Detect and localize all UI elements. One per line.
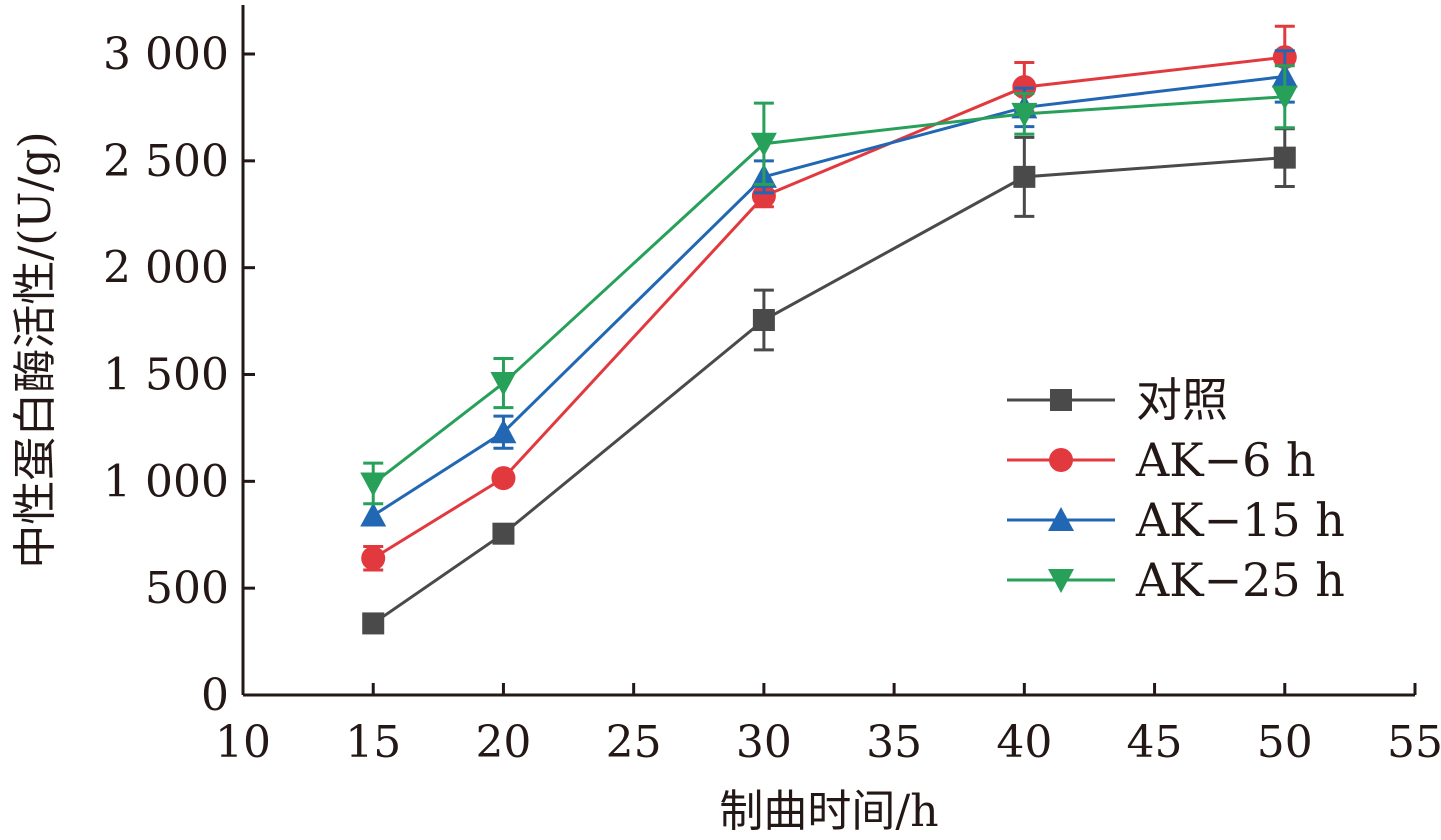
x-tick-label: 55	[1387, 717, 1441, 768]
data-point	[1013, 165, 1036, 188]
series-1	[361, 24, 1297, 572]
x-tick-label: 25	[606, 717, 662, 768]
y-axis-title: 中性蛋白酶活性/(U/g)	[10, 131, 61, 568]
data-point	[361, 546, 386, 571]
data-point	[360, 502, 387, 527]
data-point	[490, 372, 517, 397]
y-tick-label: 0	[201, 670, 229, 721]
legend-label: AK−25 h	[1135, 553, 1345, 607]
legend-marker	[1049, 448, 1073, 472]
data-point	[491, 466, 516, 491]
data-point	[492, 522, 515, 545]
axes	[241, 5, 1415, 697]
data-point	[360, 472, 387, 497]
y-tick-label: 3 000	[103, 29, 229, 80]
legend-label: AK−6 h	[1135, 433, 1316, 487]
data-point	[752, 309, 775, 332]
x-axis-title: 制曲时间/h	[719, 786, 938, 837]
legend-marker	[1048, 569, 1074, 593]
data-point	[362, 612, 385, 635]
x-tick-label: 15	[345, 717, 401, 768]
legend: 对照 AK−6 h AK−15 h AK−25 h	[1007, 373, 1345, 607]
data-point	[490, 419, 517, 444]
series-3	[360, 64, 1298, 506]
series-0	[362, 127, 1296, 635]
data-point	[750, 132, 777, 157]
y-tick-label: 500	[145, 563, 229, 614]
y-tick-label: 2 000	[103, 243, 229, 294]
x-tick-label: 30	[736, 717, 792, 768]
legend-item: AK−6 h	[1007, 433, 1316, 487]
legend-marker	[1050, 389, 1072, 411]
y-tick-label: 1 000	[103, 456, 229, 507]
x-tick-label: 50	[1257, 717, 1313, 768]
data-point	[751, 184, 776, 209]
axis-ticks: 10 15 20 25 30 35 40 45 50 55 0 500 1 000 1 500 2 000 2…	[103, 29, 1441, 768]
x-tick-label: 35	[866, 717, 922, 768]
x-tick-label: 20	[475, 717, 531, 768]
legend-item: AK−25 h	[1007, 553, 1345, 607]
data-point	[1273, 146, 1296, 169]
x-tick-label: 45	[1127, 717, 1183, 768]
data-point	[1271, 85, 1298, 110]
data-point	[1011, 102, 1038, 127]
legend-item: 对照	[1007, 373, 1228, 427]
y-tick-label: 2 500	[103, 136, 229, 187]
x-tick-label: 10	[215, 717, 271, 768]
data-series	[360, 24, 1298, 635]
legend-marker	[1048, 507, 1074, 531]
legend-item: AK−15 h	[1007, 493, 1345, 547]
legend-label: 对照	[1136, 373, 1228, 427]
x-tick-label: 40	[996, 717, 1052, 768]
legend-label: AK−15 h	[1135, 493, 1345, 547]
y-tick-label: 1 500	[103, 350, 229, 401]
